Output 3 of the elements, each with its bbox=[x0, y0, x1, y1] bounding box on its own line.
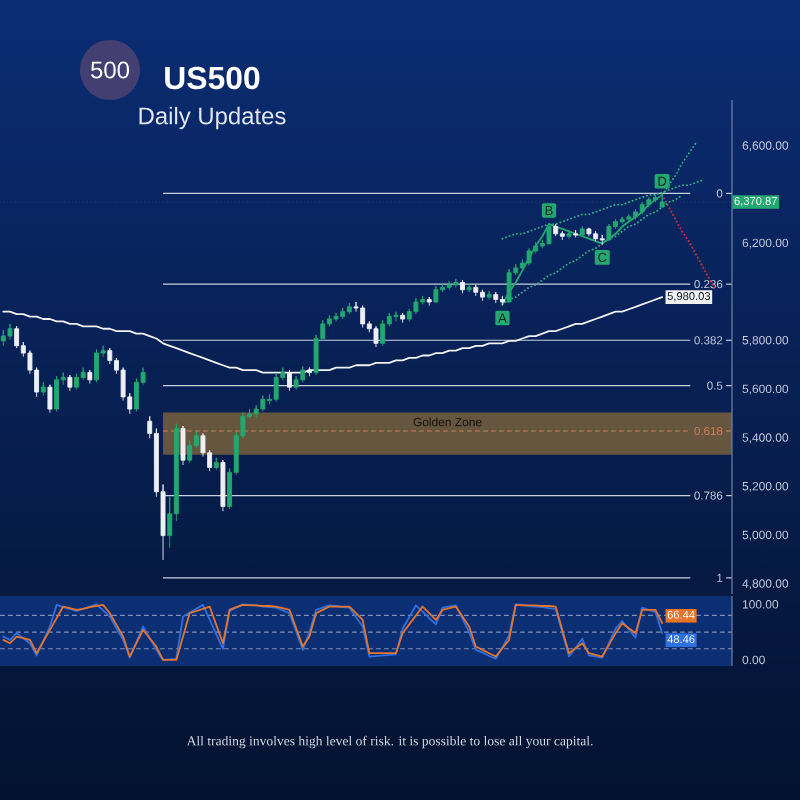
chart-subtitle: Daily Updates bbox=[139, 106, 286, 130]
text: 500 bbox=[91, 61, 130, 79]
chart-title: US500 bbox=[165, 66, 260, 90]
